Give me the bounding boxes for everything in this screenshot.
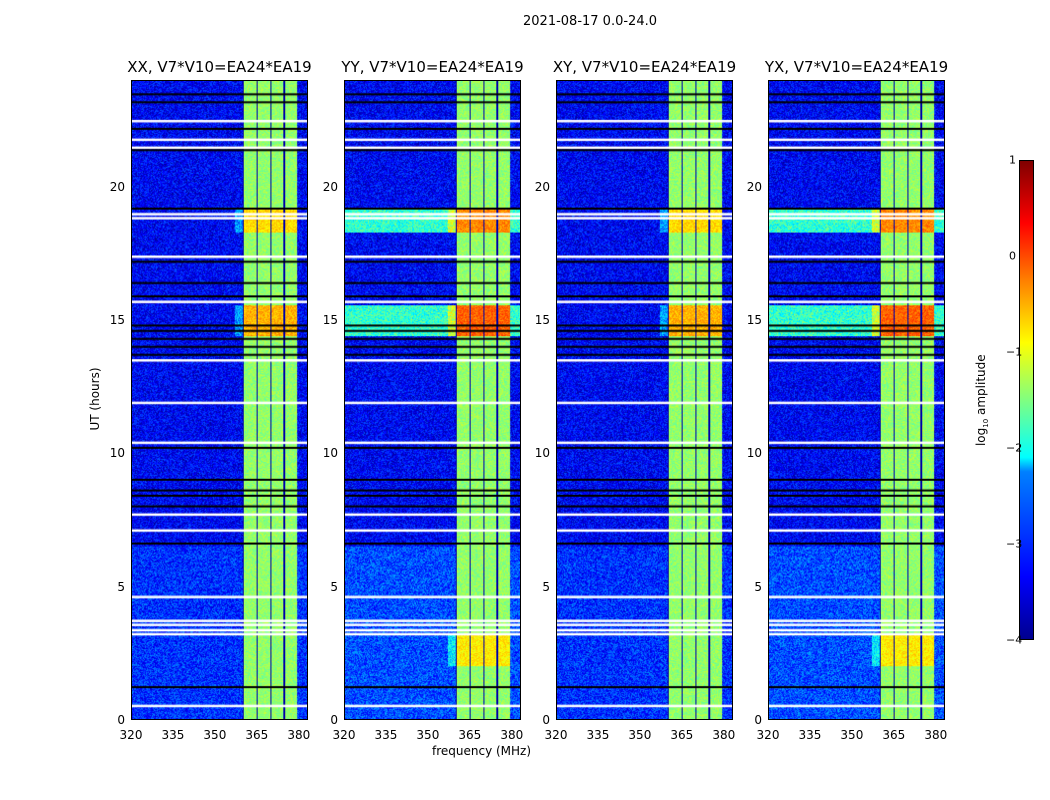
heatmap-image (131, 80, 308, 720)
y-tick-label: 10 (534, 446, 550, 461)
y-tick-label: 20 (534, 179, 550, 194)
x-axis-label: frequency (MHz) (432, 744, 532, 758)
x-tick-label: 320 (119, 728, 143, 742)
panel-title: YY, V7*V10=EA24*EA19 (341, 58, 524, 76)
y-axis-label: UT (hours) (88, 367, 102, 431)
panel-title: XX, V7*V10=EA24*EA19 (127, 58, 312, 76)
heatmap-image (768, 80, 945, 720)
x-tick-label: 320 (332, 728, 356, 742)
colorbar (1019, 160, 1034, 640)
x-tick-label: 350 (416, 728, 440, 742)
y-tick-label: 15 (534, 313, 550, 327)
y-tick-label: 5 (330, 579, 338, 594)
colorbar-tick-label: −2 (1006, 441, 1023, 455)
x-tick-label: 365 (882, 728, 906, 742)
x-tick-label: 320 (756, 728, 780, 742)
y-tick-label: 15 (322, 313, 338, 327)
x-tick-label: 380 (924, 728, 948, 742)
x-tick-label: 365 (670, 728, 694, 742)
y-tick-label: 0 (117, 713, 125, 727)
y-tick-label: 20 (109, 179, 125, 194)
x-tick-label: 335 (586, 728, 610, 742)
x-tick-label: 350 (203, 728, 227, 742)
y-tick-label: 5 (117, 579, 125, 594)
y-tick-label: 10 (746, 446, 762, 461)
y-tick-label: 5 (542, 579, 550, 594)
x-tick-label: 320 (544, 728, 568, 742)
x-tick-label: 380 (287, 728, 311, 742)
x-tick-label: 380 (712, 728, 736, 742)
heatmap-panel-xx: XX, V7*V10=EA24*EA19 320 335 350 365 380 0 5 10 1… (110, 58, 312, 742)
x-tick-label: 365 (245, 728, 269, 742)
x-tick-label: 335 (798, 728, 822, 742)
x-tick-label: 335 (374, 728, 398, 742)
colorbar-label: log10 amplitude (973, 354, 991, 447)
y-tick-label: 0 (542, 713, 550, 727)
heatmap-panel-yy: YY, V7*V10=EA24*EA19 320 335 350 365 380 0 5 10 1… (323, 58, 524, 742)
y-tick-label: 15 (746, 313, 762, 327)
heatmap-image (344, 80, 521, 720)
heatmap-image (556, 80, 733, 720)
panel-title: YX, V7*V10=EA24*EA19 (764, 58, 949, 76)
y-tick-label: 0 (754, 713, 762, 727)
colorbar-tick-label: −4 (1006, 633, 1023, 647)
y-tick-label: 15 (109, 313, 125, 327)
heatmap-panel-xy: XY, V7*V10=EA24*EA19 320 335 350 365 380 0 5 10 1… (535, 58, 736, 742)
y-tick-label: 0 (330, 713, 338, 727)
colorbar-tick-label: −1 (1006, 345, 1023, 359)
y-tick-label: 10 (322, 446, 338, 461)
y-tick-label: 20 (322, 179, 338, 194)
y-tick-label: 10 (109, 446, 125, 461)
x-tick-label: 365 (458, 728, 482, 742)
x-tick-label: 335 (161, 728, 185, 742)
colorbar-tick-label: 0 (1009, 249, 1016, 263)
y-tick-label: 5 (754, 579, 762, 594)
heatmap-panel-yx: YX, V7*V10=EA24*EA19 320 335 350 365 380 0 5 10 1… (747, 58, 948, 742)
panel-title: XY, V7*V10=EA24*EA19 (552, 58, 737, 76)
colorbar-tick-label: 1 (1009, 153, 1016, 167)
y-tick-label: 20 (746, 179, 762, 194)
x-tick-label: 350 (628, 728, 652, 742)
colorbar-tick-label: −3 (1006, 537, 1023, 551)
x-tick-label: 380 (500, 728, 524, 742)
x-tick-label: 350 (840, 728, 864, 742)
figure-title: 2021-08-17 0.0-24.0 (523, 14, 657, 29)
